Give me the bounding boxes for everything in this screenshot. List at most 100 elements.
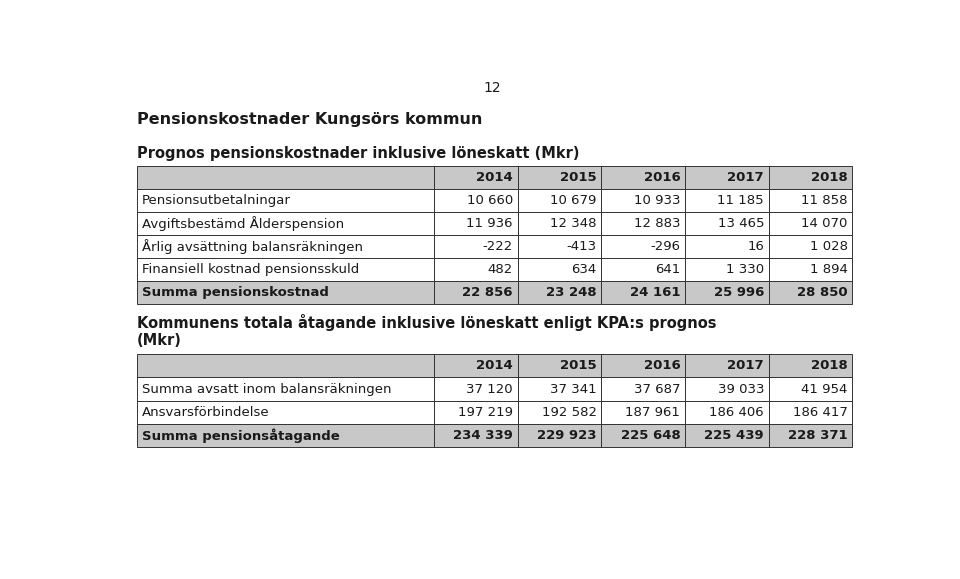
Text: Summa pensionskostnad: Summa pensionskostnad [142,286,328,299]
Bar [434,281,517,305]
Text: 187 961: 187 961 [626,406,681,419]
Text: 192 582: 192 582 [541,406,597,419]
Text: Summa pensionsåtagande: Summa pensionsåtagande [142,428,340,442]
Bar [137,212,434,235]
Bar [517,354,601,378]
Bar [685,258,769,281]
Text: 10 660: 10 660 [467,194,513,207]
Bar [685,281,769,305]
Bar [685,378,769,401]
Text: 2016: 2016 [643,360,681,372]
Text: 25 996: 25 996 [713,286,764,299]
Bar [601,378,685,401]
Text: Avgiftsbestämd Ålderspension: Avgiftsbestämd Ålderspension [142,216,344,231]
Bar [517,235,601,258]
Text: 634: 634 [571,263,597,276]
Bar [601,401,685,424]
Text: 11 936: 11 936 [467,217,513,230]
Bar [137,189,434,212]
Text: 14 070: 14 070 [802,217,848,230]
Text: 39 033: 39 033 [717,383,764,395]
Bar [517,166,601,189]
Bar [769,189,852,212]
Bar [517,258,601,281]
Text: Prognos pensionskostnader inklusive löneskatt (Mkr): Prognos pensionskostnader inklusive löne… [137,146,580,162]
Text: 186 406: 186 406 [709,406,764,419]
Text: 225 439: 225 439 [705,428,764,442]
Text: 10 933: 10 933 [634,194,681,207]
Bar [434,258,517,281]
Text: 37 120: 37 120 [467,383,513,395]
Text: 12 883: 12 883 [634,217,681,230]
Bar [434,166,517,189]
Text: (Mkr): (Mkr) [137,333,182,348]
Bar [434,354,517,378]
Text: 16: 16 [747,240,764,253]
Bar [769,401,852,424]
Text: 2017: 2017 [728,171,764,184]
Text: 1 894: 1 894 [810,263,848,276]
Bar [434,424,517,447]
Text: 2018: 2018 [811,360,848,372]
Bar [137,235,434,258]
Text: -296: -296 [650,240,681,253]
Bar [137,258,434,281]
Text: 22 856: 22 856 [463,286,513,299]
Bar [769,281,852,305]
Bar [769,424,852,447]
Bar [601,424,685,447]
Bar [137,166,434,189]
Bar [769,166,852,189]
Text: Ansvarsförbindelse: Ansvarsförbindelse [142,406,270,419]
Text: 229 923: 229 923 [538,428,597,442]
Text: 2015: 2015 [560,360,597,372]
Bar [685,235,769,258]
Text: 2014: 2014 [476,171,513,184]
Bar [601,281,685,305]
Bar [685,166,769,189]
Bar [601,258,685,281]
Bar [434,235,517,258]
Text: 1 330: 1 330 [726,263,764,276]
Text: Kommunens totala åtagande inklusive löneskatt enligt KPA:s prognos: Kommunens totala åtagande inklusive löne… [137,314,716,331]
Bar [769,235,852,258]
Text: 12: 12 [483,81,501,95]
Bar [685,189,769,212]
Text: 2015: 2015 [560,171,597,184]
Bar [434,401,517,424]
Bar [685,212,769,235]
Text: 2016: 2016 [643,171,681,184]
Bar [769,258,852,281]
Bar [517,401,601,424]
Bar [517,281,601,305]
Text: 13 465: 13 465 [717,217,764,230]
Text: 225 648: 225 648 [620,428,681,442]
Text: 41 954: 41 954 [802,383,848,395]
Bar [137,281,434,305]
Bar [434,212,517,235]
Text: 228 371: 228 371 [788,428,848,442]
Bar [601,212,685,235]
Text: 2017: 2017 [728,360,764,372]
Text: 234 339: 234 339 [453,428,513,442]
Bar [601,235,685,258]
Text: 23 248: 23 248 [546,286,597,299]
Bar [685,401,769,424]
Bar [769,354,852,378]
Text: 10 679: 10 679 [550,194,597,207]
Bar [769,378,852,401]
Text: 12 348: 12 348 [550,217,597,230]
Text: 641: 641 [655,263,681,276]
Text: 1 028: 1 028 [809,240,848,253]
Text: 482: 482 [488,263,513,276]
Bar [517,189,601,212]
Text: 37 687: 37 687 [634,383,681,395]
Bar [137,378,434,401]
Text: -413: -413 [566,240,597,253]
Text: 37 341: 37 341 [550,383,597,395]
Text: Årlig avsättning balansräkningen: Årlig avsättning balansräkningen [142,239,363,254]
Text: Pensionsutbetalningar: Pensionsutbetalningar [142,194,291,207]
Bar [137,401,434,424]
Bar [517,424,601,447]
Bar [137,424,434,447]
